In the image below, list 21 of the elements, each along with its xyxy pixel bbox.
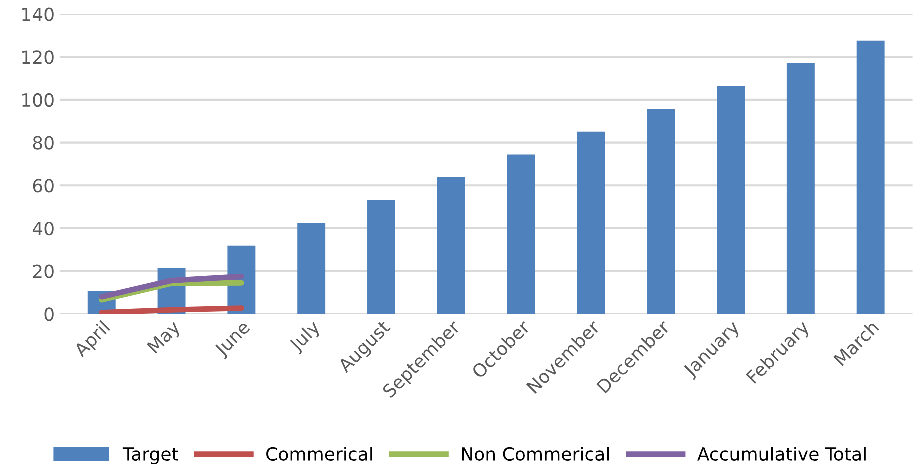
bar bbox=[298, 223, 326, 314]
bar bbox=[368, 200, 396, 314]
y-tick-label: 60 bbox=[33, 179, 54, 193]
y-tick-label: 80 bbox=[33, 136, 54, 150]
y-tick-label: 20 bbox=[33, 264, 54, 278]
bar bbox=[856, 40, 885, 314]
y-tick-label: 0 bbox=[44, 308, 54, 322]
bar bbox=[647, 109, 676, 314]
legend-label: Non Commerical bbox=[462, 447, 610, 462]
bar bbox=[507, 154, 536, 314]
bar bbox=[577, 132, 606, 314]
y-tick-label: 120 bbox=[22, 50, 54, 64]
legend-label: Commerical bbox=[266, 447, 372, 462]
bar bbox=[786, 64, 815, 314]
y-tick-label: 100 bbox=[22, 93, 54, 108]
y-tick-label: 40 bbox=[32, 222, 54, 236]
legend-label: Accumulative Total bbox=[698, 447, 866, 462]
bar bbox=[437, 178, 466, 314]
legend-label: Target bbox=[122, 448, 178, 465]
bar bbox=[717, 86, 746, 314]
y-tick-label: 140 bbox=[22, 8, 54, 22]
